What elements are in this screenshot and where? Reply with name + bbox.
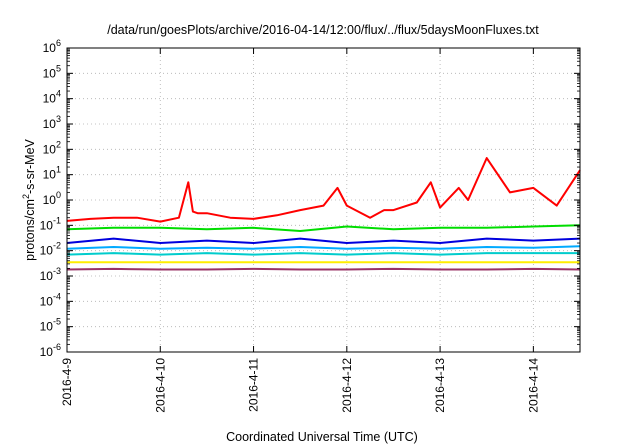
y-tick-label: 10-6 <box>40 342 61 359</box>
series-line <box>66 267 581 271</box>
y-ticks: 10-6 10-5 10-4 10-3 10-2 10-1 100 101 102 103 104 1… <box>40 38 580 359</box>
y-tick-label: 104 <box>43 89 61 106</box>
y-axis-label-post: -s-sr-MeV <box>23 138 37 194</box>
series-layer <box>66 157 581 271</box>
y-tick-label: 10-4 <box>40 291 61 308</box>
grid <box>67 48 580 352</box>
chart-title: /data/run/goesPlots/archive/2016-04-14/1… <box>107 23 539 37</box>
y-axis-label-sup: 2 <box>21 194 31 199</box>
y-tick-label: 10-3 <box>40 266 61 283</box>
x-tick-label: 2016-4-14 <box>526 358 540 413</box>
y-tick-label: 103 <box>43 114 61 131</box>
series-line <box>66 252 580 256</box>
series-line <box>66 224 581 232</box>
y-tick-label: 10-1 <box>40 215 61 232</box>
x-tick-label: 2016-4-12 <box>340 358 354 413</box>
x-ticks: 2016-4-9 2016-4-10 2016-4-11 2016-4-12 2016-… <box>60 48 540 413</box>
y-tick-label: 102 <box>43 139 61 156</box>
y-tick-label: 106 <box>43 38 61 55</box>
x-tick-label: 2016-4-11 <box>247 358 261 412</box>
y-tick-label: 100 <box>43 190 61 207</box>
x-tick-label: 2016-4-10 <box>153 358 167 413</box>
y-tick-label: 10-5 <box>40 317 61 334</box>
y-tick-label: 105 <box>43 63 61 80</box>
x-axis-label: Coordinated Universal Time (UTC) <box>226 430 418 444</box>
series-line <box>66 237 581 244</box>
y-axis-label: protons/cm2-s-sr-MeV <box>21 138 37 260</box>
series-line <box>66 157 581 223</box>
y-tick-label: 10-2 <box>40 241 61 258</box>
y-tick-label: 101 <box>43 165 61 182</box>
x-tick-label: 2016-4-9 <box>60 358 74 406</box>
x-tick-label: 2016-4-13 <box>433 358 447 413</box>
series-line <box>66 245 581 250</box>
y-axis-label-pre: protons/cm <box>23 199 37 261</box>
